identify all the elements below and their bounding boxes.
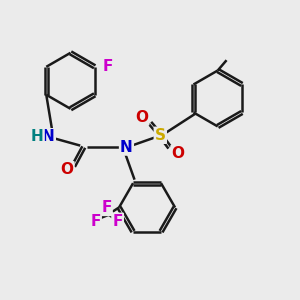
Text: O: O (135, 110, 148, 124)
Text: F: F (112, 214, 123, 229)
Text: O: O (61, 162, 74, 177)
Text: F: F (103, 59, 113, 74)
Text: H: H (31, 129, 44, 144)
Text: F: F (101, 200, 112, 215)
Text: N: N (42, 129, 55, 144)
Text: O: O (172, 146, 184, 161)
Text: N: N (120, 140, 133, 154)
Text: S: S (155, 128, 166, 143)
Text: F: F (90, 214, 101, 229)
